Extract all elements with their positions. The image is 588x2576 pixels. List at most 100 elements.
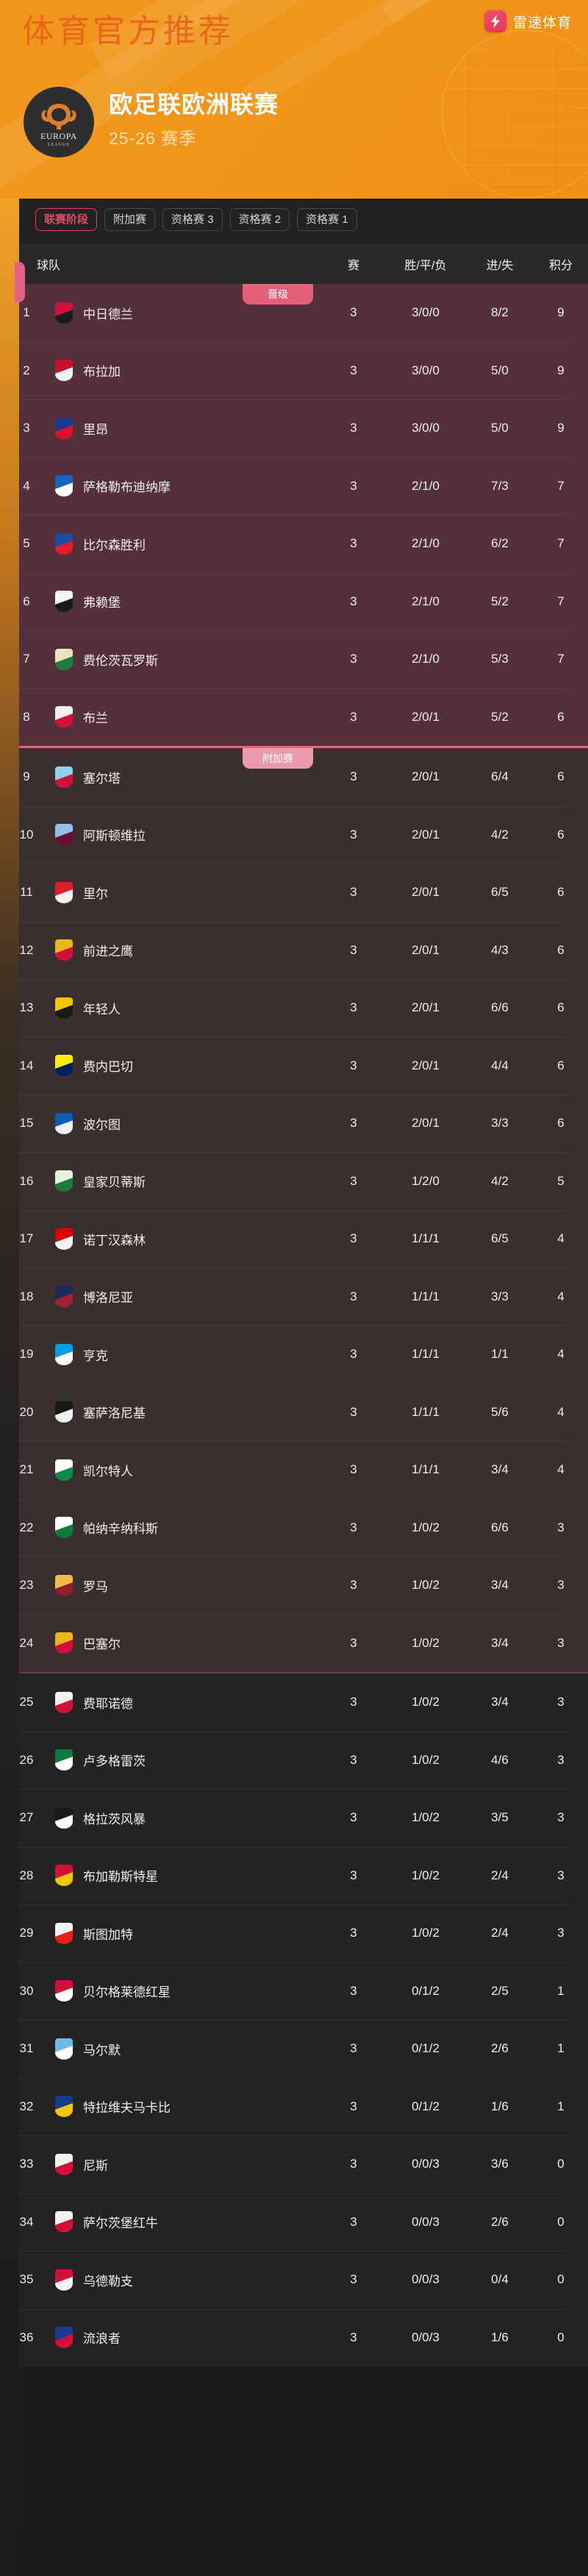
- crest-ferencvaros-icon: [53, 648, 75, 670]
- row-team: 中日德兰: [53, 302, 322, 324]
- table-row[interactable]: 10 阿斯顿维拉 3 2/0/1 4/2 6: [0, 805, 588, 864]
- row-goals: 2/6: [491, 2214, 509, 2229]
- row-rank: 32: [19, 2099, 34, 2113]
- row-goals: 6/6: [491, 1520, 509, 1534]
- row-rank: 15: [19, 1116, 34, 1131]
- crest-genk-icon: [53, 1343, 75, 1365]
- tab-stage-3[interactable]: 资格赛 2: [229, 208, 290, 231]
- row-team: 萨格勒布迪纳摩: [53, 475, 322, 497]
- table-row[interactable]: 30 贝尔格莱德红星 3 0/1/2 2/5 1: [0, 1962, 588, 2021]
- table-row[interactable]: 14 费内巴切 3 2/0/1 4/4 6: [0, 1036, 588, 1095]
- row-rank: 10: [19, 827, 34, 842]
- lightning-bolt-icon: [484, 10, 506, 32]
- row-goals: 1/6: [491, 2330, 509, 2344]
- row-rank: 33: [19, 2157, 34, 2171]
- table-row[interactable]: 31 马尔默 3 0/1/2 2/6 1: [0, 2020, 588, 2078]
- row-team: 流浪者: [53, 2327, 322, 2349]
- row-points: 7: [557, 536, 564, 551]
- row-team-name: 巴塞尔: [83, 1637, 121, 1652]
- crest-freiburg-icon: [53, 591, 75, 613]
- table-row[interactable]: 25 费耶诺德 3 1/0/2 3/4 3: [0, 1673, 588, 1732]
- row-goals: 3/5: [491, 1810, 509, 1825]
- table-row[interactable]: 28 布加勒斯特星 3 1/0/2 2/4 3: [0, 1846, 588, 1905]
- row-rank: 8: [23, 709, 30, 724]
- table-row[interactable]: 6 弗赖堡 3 2/1/0 5/2 7: [0, 572, 588, 631]
- row-team: 皇家贝蒂斯: [53, 1170, 322, 1192]
- row-team: 斯图加特: [53, 1922, 322, 1944]
- table-row[interactable]: 18 博洛尼亚 3 1/1/1 3/3 4: [0, 1267, 588, 1326]
- table-row[interactable]: 11 里尔 3 2/0/1 6/5 6: [0, 864, 588, 922]
- table-row[interactable]: 2 布拉加 3 3/0/0 5/0 9: [0, 341, 588, 400]
- row-team-name: 比尔森胜利: [83, 538, 146, 552]
- row-goals: 5/2: [491, 709, 509, 724]
- row-goals: 3/4: [491, 1635, 509, 1650]
- row-rank: 31: [19, 2041, 34, 2056]
- row-played: 3: [350, 769, 357, 784]
- row-rank: 28: [19, 1868, 34, 1882]
- row-wdl: 1/2/0: [412, 1173, 440, 1188]
- row-team-name: 布拉加: [83, 365, 121, 380]
- tab-stage-2[interactable]: 资格赛 3: [162, 208, 223, 231]
- row-played: 3: [350, 652, 357, 666]
- table-row[interactable]: 21 凯尔特人 3 1/1/1 3/4 4: [0, 1441, 588, 1499]
- row-team: 乌德勒支: [53, 2269, 322, 2291]
- table-row[interactable]: 29 斯图加特 3 1/0/2 2/4 3: [0, 1904, 588, 1963]
- table-row[interactable]: 27 格拉茨风暴 3 1/0/2 3/5 3: [0, 1789, 588, 1847]
- table-row[interactable]: 13 年轻人 3 2/0/1 6/6 6: [0, 979, 588, 1037]
- tab-stage-1[interactable]: 附加赛: [104, 208, 156, 231]
- table-row[interactable]: 22 帕纳辛纳科斯 3 1/0/2 6/6 3: [0, 1498, 588, 1557]
- crest-maccabi-tel-aviv-icon: [53, 2096, 75, 2118]
- row-played: 3: [350, 1868, 357, 1882]
- table-row[interactable]: 26 卢多格雷茨 3 1/0/2 4/6 3: [0, 1731, 588, 1790]
- table-row[interactable]: 8 布兰 3 2/0/1 5/2 6: [0, 688, 588, 747]
- table-row[interactable]: 5 比尔森胜利 3 2/1/0 6/2 7: [0, 515, 588, 573]
- crest-lyon-icon: [53, 417, 75, 439]
- table-row[interactable]: 4 萨格勒布迪纳摩 3 2/1/0 7/3 7: [0, 457, 588, 516]
- row-team-name: 费内巴切: [83, 1060, 133, 1075]
- row-goals: 7/3: [491, 478, 509, 493]
- table-row[interactable]: 24 巴塞尔 3 1/0/2 3/4 3: [0, 1614, 588, 1673]
- table-row[interactable]: 35 乌德勒支 3 0/0/3 0/4 0: [0, 2251, 588, 2309]
- table-row[interactable]: 17 诺丁汉森林 3 1/1/1 6/5 4: [0, 1210, 588, 1268]
- row-team-name: 马尔默: [83, 2043, 121, 2057]
- table-row[interactable]: 33 尼斯 3 0/0/3 3/6 0: [0, 2135, 588, 2193]
- table-row[interactable]: 36 流浪者 3 0/0/3 1/6 0: [0, 2308, 588, 2367]
- row-points: 6: [557, 709, 564, 724]
- tab-stage-0[interactable]: 联赛阶段: [35, 208, 98, 231]
- row-played: 3: [350, 1926, 357, 1940]
- row-team-name: 流浪者: [83, 2332, 121, 2346]
- table-row[interactable]: 16 皇家贝蒂斯 3 1/2/0 4/2 5: [0, 1152, 588, 1211]
- tab-stage-4[interactable]: 资格赛 1: [297, 208, 357, 231]
- table-row[interactable]: 3 里昂 3 3/0/0 5/0 9: [0, 399, 588, 458]
- table-row[interactable]: 15 波尔图 3 2/0/1 3/3 6: [0, 1095, 588, 1153]
- row-played: 3: [350, 1347, 357, 1362]
- row-wdl: 1/0/2: [412, 1752, 440, 1767]
- row-team: 费伦茨瓦罗斯: [53, 648, 322, 670]
- row-team-name: 前进之鹰: [83, 944, 133, 959]
- row-team: 萨尔茨堡红牛: [53, 2211, 322, 2233]
- row-rank: 17: [19, 1231, 34, 1246]
- row-team: 布兰: [53, 706, 322, 728]
- row-team-name: 萨格勒布迪纳摩: [83, 480, 171, 495]
- row-points: 9: [557, 305, 564, 320]
- row-points: 3: [557, 1635, 564, 1650]
- table-row[interactable]: 19 亨克 3 1/1/1 1/1 4: [0, 1326, 588, 1384]
- row-rank: 25: [19, 1695, 34, 1709]
- table-row[interactable]: 32 特拉维夫马卡比 3 0/1/2 1/6 1: [0, 2077, 588, 2136]
- segment-badge: 附加赛: [243, 748, 313, 769]
- table-row[interactable]: 23 罗马 3 1/0/2 3/4 3: [0, 1556, 588, 1615]
- segment-badge: 晋级: [243, 284, 313, 305]
- table-row[interactable]: 9 塞尔塔 3 2/0/1 6/4 6: [0, 748, 588, 806]
- row-wdl: 1/0/2: [412, 1810, 440, 1825]
- row-wdl: 1/1/1: [412, 1231, 440, 1246]
- table-row[interactable]: 34 萨尔茨堡红牛 3 0/0/3 2/6 0: [0, 2193, 588, 2252]
- table-row[interactable]: 1 中日德兰 3 3/0/0 8/2 9: [0, 284, 588, 342]
- row-wdl: 1/0/2: [412, 1635, 440, 1650]
- table-row[interactable]: 7 费伦茨瓦罗斯 3 2/1/0 5/3 7: [0, 630, 588, 689]
- row-team-name: 贝尔格莱德红星: [83, 1985, 171, 2000]
- table-row[interactable]: 12 前进之鹰 3 2/0/1 4/3 6: [0, 921, 588, 980]
- row-played: 3: [350, 2157, 357, 2171]
- table-row[interactable]: 20 塞萨洛尼基 3 1/1/1 5/6 4: [0, 1383, 588, 1442]
- row-played: 3: [350, 885, 357, 900]
